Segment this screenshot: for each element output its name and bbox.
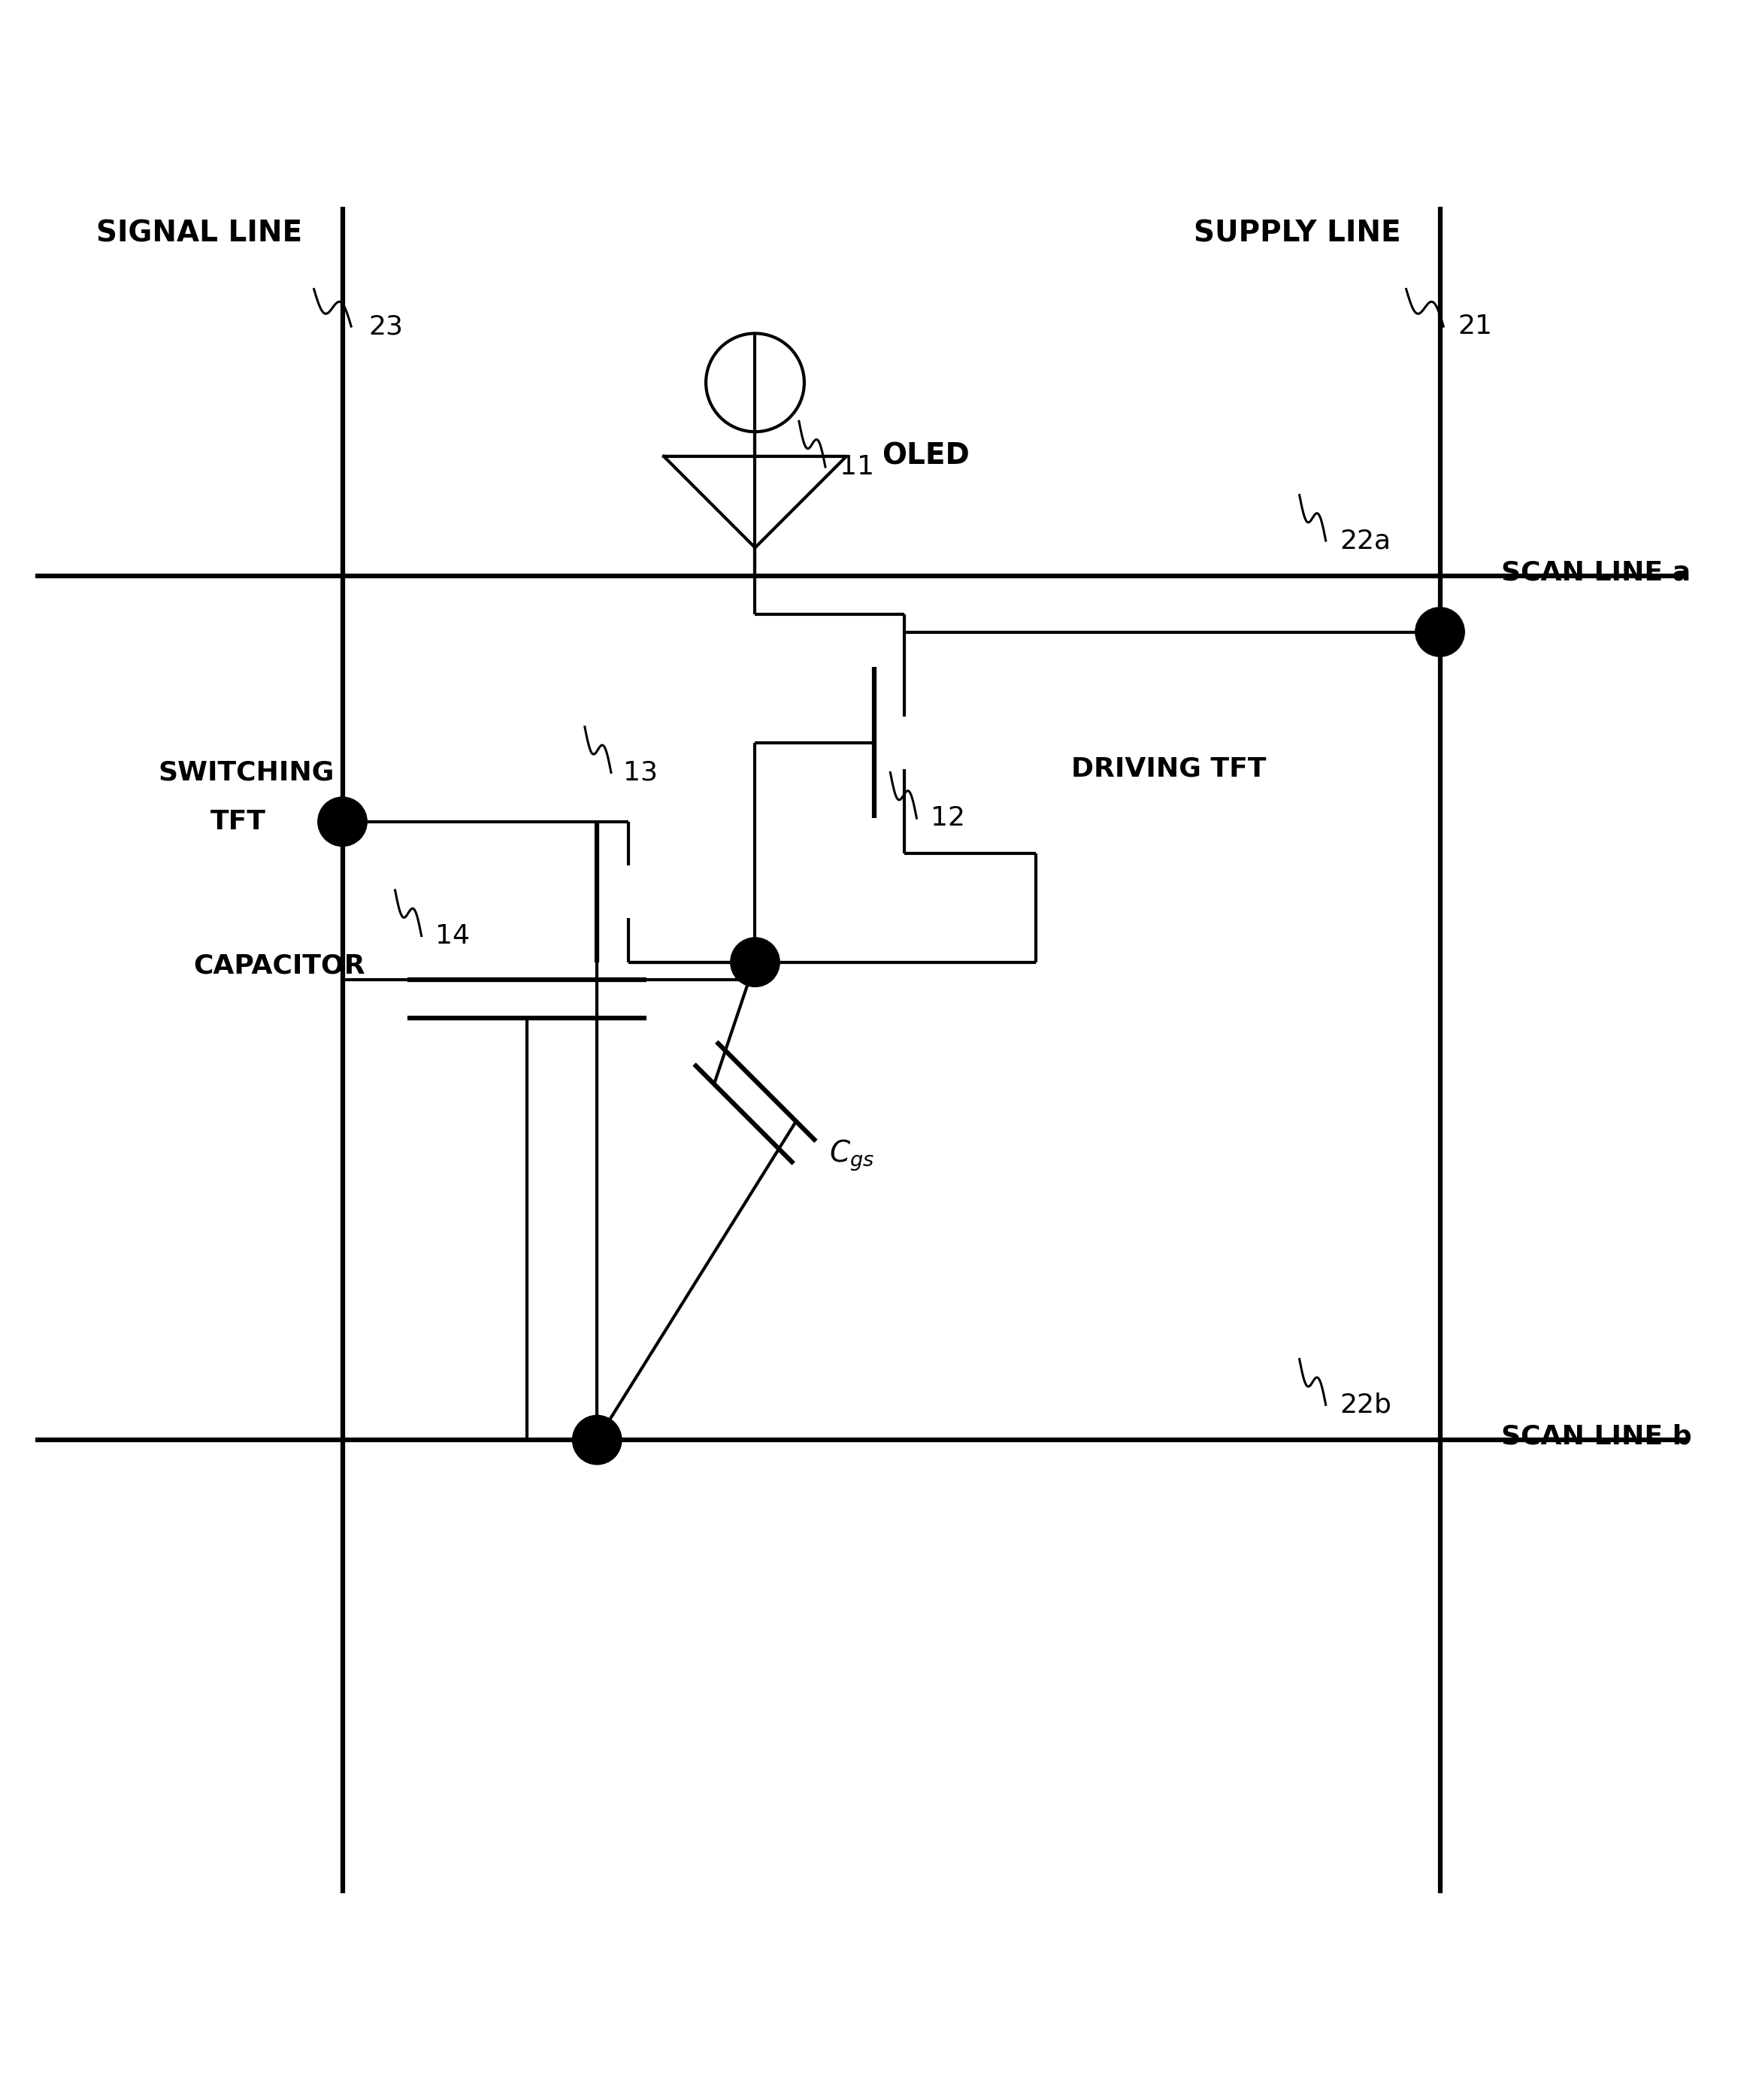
Text: 23: 23	[369, 313, 404, 338]
Text: 11: 11	[839, 454, 874, 479]
Circle shape	[1415, 607, 1465, 657]
Text: SWITCHING: SWITCHING	[158, 760, 334, 785]
Text: 13: 13	[623, 760, 658, 785]
Text: $C_{gs}$: $C_{gs}$	[829, 1138, 874, 1174]
Circle shape	[730, 937, 780, 987]
Text: 14: 14	[435, 924, 471, 949]
Text: SIGNAL LINE: SIGNAL LINE	[97, 218, 302, 248]
Text: DRIVING TFT: DRIVING TFT	[1071, 756, 1266, 781]
Text: CAPACITOR: CAPACITOR	[193, 953, 365, 979]
Text: 22b: 22b	[1340, 1392, 1391, 1418]
Circle shape	[318, 798, 367, 846]
Circle shape	[572, 1415, 622, 1464]
Text: 22a: 22a	[1340, 527, 1391, 554]
Text: SUPPLY LINE: SUPPLY LINE	[1194, 218, 1401, 248]
Text: SCAN LINE a: SCAN LINE a	[1501, 559, 1691, 586]
Text: OLED: OLED	[882, 443, 969, 470]
Text: TFT: TFT	[211, 808, 267, 834]
Text: 12: 12	[931, 806, 966, 832]
Text: 21: 21	[1457, 313, 1493, 338]
Text: SCAN LINE b: SCAN LINE b	[1501, 1424, 1693, 1449]
